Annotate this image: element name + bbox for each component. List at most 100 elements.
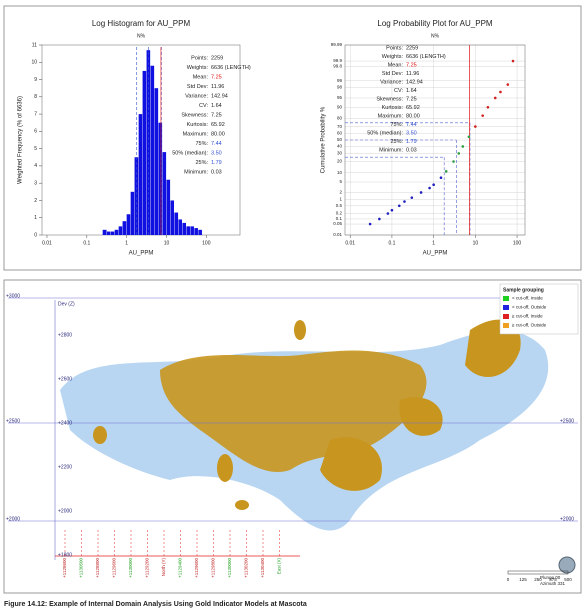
orange-body: [320, 437, 382, 491]
legend-label: ≥ cut-off, Inside: [512, 314, 543, 319]
z-label: +2800: [58, 332, 72, 338]
orange-body: [235, 500, 249, 510]
data-point: [444, 170, 448, 173]
stat-value: 1.79: [211, 160, 222, 166]
view-shapes: [8, 297, 578, 574]
y-tick-label: 11: [32, 42, 37, 48]
y-tick-label: 0: [34, 232, 37, 238]
x-tick-label: 0.01: [42, 240, 52, 246]
bar: [118, 226, 123, 235]
data-point: [368, 222, 372, 226]
stat-label: Minimum:: [184, 169, 208, 175]
y-tick-label: 99.9: [333, 58, 342, 63]
legend-swatch: [503, 323, 509, 328]
orange-body: [217, 454, 233, 482]
stat-value: 80.00: [211, 131, 225, 137]
azimuth: Azimuth 331: [540, 581, 566, 586]
y-axis-label: Cumulative Probability %: [321, 106, 327, 173]
data-point: [419, 191, 423, 194]
data-point: [474, 125, 477, 128]
y-tick-label: 3: [34, 181, 37, 187]
data-point: [410, 196, 414, 199]
stat-value: 3.50: [406, 130, 417, 136]
scale-bar: [507, 570, 569, 575]
bar: [102, 229, 107, 235]
y-tick-label: 80: [337, 116, 343, 121]
bottom-label: +1129600: [112, 558, 117, 578]
stat-label: Skewness:: [376, 96, 403, 102]
stat-value: 1.64: [406, 88, 417, 94]
stat-label: Mean:: [193, 74, 209, 80]
stat-value: 0.03: [406, 147, 417, 153]
stat-label: Weights:: [382, 54, 404, 60]
bar: [154, 88, 159, 235]
bar: [130, 191, 135, 235]
scale-label: 250: [534, 577, 542, 582]
bar: [182, 222, 187, 235]
stat-value: 65.92: [211, 122, 225, 128]
bar: [174, 212, 179, 235]
stat-label: Skewness:: [181, 112, 208, 118]
bottom-label: +1130400: [260, 558, 265, 578]
data-point: [452, 160, 455, 163]
y-tick-label: 50: [337, 137, 343, 142]
scale-label: 500: [564, 577, 572, 582]
y-tick-label: 6: [34, 129, 37, 135]
y-tick-label: 1: [339, 197, 342, 202]
y-tick-label: 70: [337, 124, 343, 129]
bottom-label: +1129600: [194, 558, 199, 578]
x-axis-label: AU_PPM: [129, 251, 154, 257]
bottom-label: +1129400: [178, 558, 183, 578]
data-point: [390, 208, 394, 212]
data-point: [397, 204, 401, 208]
x-tick-label: 10: [164, 240, 170, 246]
x-axis-label: AU_PPM: [423, 251, 448, 257]
data-point: [432, 183, 435, 187]
orange-body: [93, 426, 107, 444]
z-label: +2600: [58, 376, 72, 382]
data-point: [428, 186, 431, 190]
legend-label: ≥ cut-off, Outside: [512, 323, 547, 328]
bottom-label: East (X): [277, 558, 282, 575]
y-tick-label: 5: [34, 146, 37, 152]
stat-value: 2259: [211, 55, 223, 61]
y-tick-label: 2: [339, 190, 342, 195]
bar: [190, 226, 194, 235]
stat-label: Maximum:: [183, 131, 209, 137]
stat-value: 142.94: [406, 79, 423, 85]
bar: [142, 70, 147, 235]
bar: [106, 231, 111, 235]
legend-label: < cut-off, Outside: [512, 305, 547, 310]
legend-box: [499, 283, 579, 335]
scale-label: 0: [507, 577, 510, 582]
y-tick-label: 99.99: [331, 42, 343, 47]
x-tick-label: 0.1: [83, 240, 90, 246]
bar: [166, 179, 171, 235]
caption: Figure 14.12: Example of Internal Domain…: [4, 601, 307, 608]
z-label: +2200: [58, 464, 72, 470]
y-tick-label: 7: [34, 111, 37, 117]
data-point: [439, 176, 443, 179]
stat-label: 75%:: [195, 141, 208, 147]
data-point: [486, 105, 490, 109]
stat-label: Variance:: [185, 93, 208, 99]
stat-label: 75%:: [390, 122, 403, 128]
y-tick-label: 0.01: [333, 232, 342, 237]
data-point: [493, 96, 497, 100]
bar: [122, 221, 127, 235]
frame-label: +3000: [6, 293, 20, 299]
bottom-label: +1129800: [211, 558, 216, 578]
bar: [162, 152, 167, 235]
stat-label: 25%:: [390, 139, 403, 145]
frame-label: +2000: [560, 516, 574, 522]
stat-value: 11.96: [211, 84, 224, 90]
y-tick-label: 1: [34, 215, 37, 221]
stat-value: 65.92: [406, 105, 420, 111]
y-tick-label: 98: [337, 85, 343, 90]
bar: [126, 214, 131, 235]
y-tick-label: 0.5: [336, 203, 343, 208]
y-tick-label: 99: [337, 78, 343, 83]
bottom-label: +1128800: [95, 558, 100, 578]
stat-value: 7.25: [406, 96, 417, 102]
stat-label: Weights:: [187, 65, 209, 71]
